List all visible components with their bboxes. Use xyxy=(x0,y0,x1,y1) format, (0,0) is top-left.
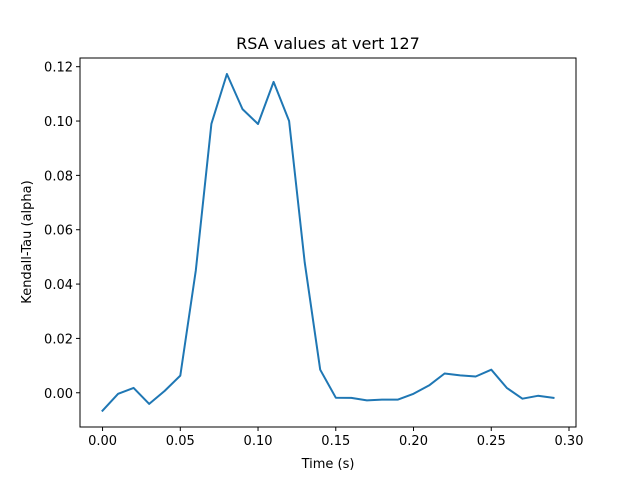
x-tick-label: 0.30 xyxy=(555,434,584,449)
x-tick-label: 0.20 xyxy=(399,434,428,449)
chart-title: RSA values at vert 127 xyxy=(236,34,420,53)
plot-area xyxy=(101,73,555,413)
x-axis: 0.00 0.05 0.10 0.15 0.20 0.25 0.30 xyxy=(88,427,583,449)
y-axis: 0.00 0.02 0.04 0.06 0.08 0.10 0.12 xyxy=(44,61,80,402)
x-tick-label: 0.15 xyxy=(321,434,350,449)
y-tick-label: 0.10 xyxy=(44,115,73,130)
y-tick-label: 0.06 xyxy=(44,224,73,239)
x-axis-label: Time (s) xyxy=(301,457,355,472)
y-tick-label: 0.04 xyxy=(44,278,73,293)
y-tick-label: 0.12 xyxy=(44,61,73,76)
x-tick-label: 0.05 xyxy=(166,434,195,449)
y-axis-label: Kendall-Tau (alpha) xyxy=(20,180,35,303)
x-tick-label: 0.25 xyxy=(477,434,506,449)
axes-frame xyxy=(79,57,577,428)
y-tick-label: 0.00 xyxy=(44,387,73,402)
x-tick-label: 0.10 xyxy=(244,434,273,449)
data-line xyxy=(101,73,555,413)
y-tick-label: 0.02 xyxy=(44,332,73,347)
x-tick-label: 0.00 xyxy=(88,434,117,449)
y-tick-label: 0.08 xyxy=(44,169,73,184)
